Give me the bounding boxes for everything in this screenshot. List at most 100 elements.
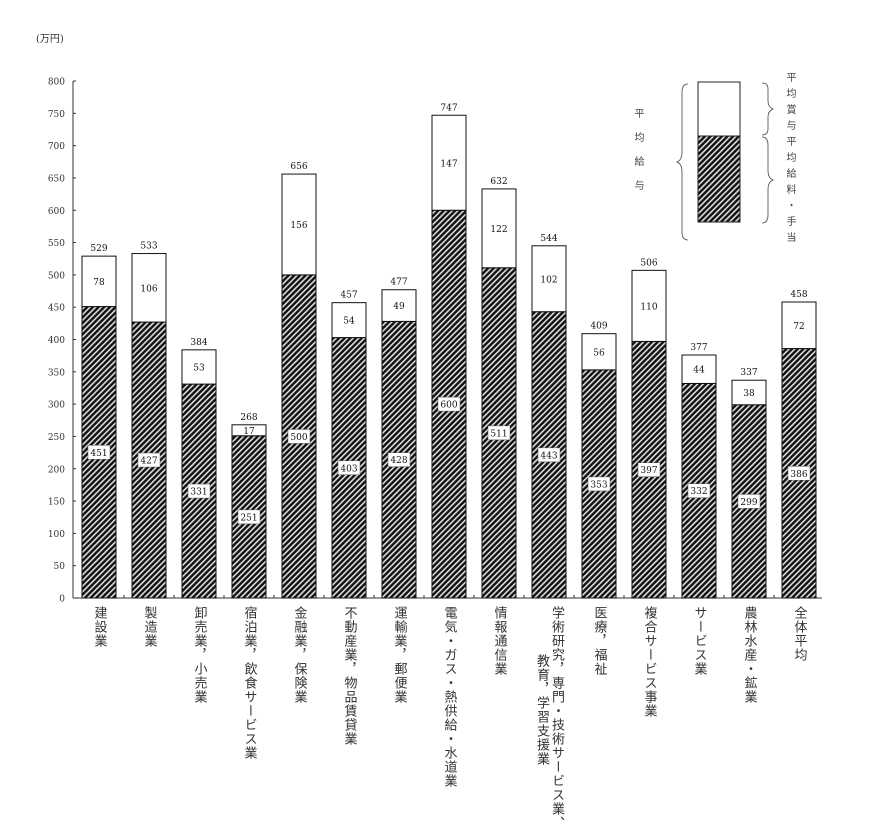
legend-bonus-swatch — [697, 81, 741, 137]
bonus-value-label: 54 — [343, 317, 355, 327]
bonus-value-label: 49 — [393, 302, 405, 312]
y-axis-unit: (万円) — [36, 34, 64, 45]
salary-value-label: 386 — [790, 470, 807, 480]
y-tick-label: 500 — [48, 271, 65, 281]
x-category-label: 金融業，保険業 — [292, 606, 307, 704]
y-tick-label: 350 — [48, 368, 65, 378]
bonus-value-label: 147 — [440, 159, 457, 169]
bar-bonus — [131, 253, 167, 323]
salary-value-label: 428 — [390, 456, 407, 466]
bonus-value-label: 53 — [193, 363, 205, 373]
y-tick-label: 550 — [48, 239, 65, 249]
x-category-label: 製造業 — [142, 606, 157, 648]
x-category-label-line: 教育，学習支援業 — [534, 654, 549, 766]
total-value-label: 409 — [590, 322, 607, 332]
legend-bonus-brace — [761, 82, 775, 136]
bonus-value-label: 102 — [540, 275, 557, 285]
x-category-label-line: 運輸業，郵便業 — [391, 606, 407, 704]
salary-value-label: 500 — [290, 433, 307, 443]
total-value-label: 529 — [90, 244, 107, 254]
legend — [675, 81, 775, 241]
salary-label-box — [387, 452, 411, 467]
salary-value-label: 451 — [90, 449, 107, 459]
salary-value-label: 403 — [340, 464, 357, 474]
bonus-value-label: 38 — [743, 389, 755, 399]
total-value-label: 533 — [140, 242, 157, 252]
bonus-value-label: 44 — [693, 366, 705, 376]
salary-label-box — [637, 462, 661, 477]
x-category-label-line: 建設業 — [91, 606, 107, 648]
total-value-label: 457 — [340, 291, 357, 301]
x-category-label: 不動産業，物品賃貸業 — [342, 606, 357, 746]
x-category-label: 建設業 — [92, 606, 107, 648]
y-tick-label: 450 — [48, 304, 65, 314]
salary-label-box — [537, 447, 561, 463]
total-value-label: 656 — [290, 162, 307, 172]
salary-label-box — [237, 509, 261, 525]
bar-bonus — [581, 333, 617, 371]
salary-value-label: 331 — [190, 488, 207, 498]
x-category-label-line: 学術研究，専門・技術サービス業、 — [549, 606, 564, 830]
x-category-label-line: 医療，福祉 — [591, 606, 607, 676]
salary-value-label: 427 — [140, 457, 157, 467]
legend-salary-label: 平均給料・手当 — [784, 136, 795, 248]
y-tick-label: 100 — [48, 530, 65, 540]
bonus-value-label: 156 — [290, 221, 307, 231]
bonus-value-label: 78 — [93, 278, 105, 288]
salary-value-label: 251 — [240, 513, 257, 523]
x-category-label-line: サービス業 — [691, 606, 707, 676]
bar-bonus — [431, 114, 467, 211]
salary-value-label: 511 — [490, 429, 507, 439]
salary-label-box — [487, 425, 511, 441]
x-category-label: サービス業 — [692, 606, 707, 676]
x-category-label: 学術研究，専門・技術サービス業、 教育，学習支援業 — [534, 606, 564, 830]
x-category-label: 卸売業，小売業 — [192, 606, 207, 704]
x-category-label-line: 金融業，保険業 — [291, 606, 307, 704]
x-category-label-line: 電気・ガス・熱供給・水道業 — [441, 606, 457, 788]
bonus-value-label: 106 — [140, 284, 157, 294]
x-category-label: 農林水産・鉱業 — [742, 606, 757, 704]
y-tick-label: 400 — [48, 336, 65, 346]
total-value-label: 506 — [640, 258, 657, 268]
total-value-label: 458 — [790, 290, 807, 300]
salary-label-box — [737, 494, 761, 509]
bar-bonus — [631, 269, 667, 342]
x-category-label: 医療，福祉 — [592, 606, 607, 676]
y-tick-label: 250 — [48, 433, 65, 443]
bar-bonus — [81, 255, 117, 308]
x-category-label-line: 農林水産・鉱業 — [741, 606, 757, 704]
x-category-label: 複合サービス事業 — [642, 606, 657, 718]
y-tick-label: 150 — [48, 498, 65, 508]
legend-total-label: 平均給与 — [632, 108, 643, 204]
y-tick-label: 300 — [48, 401, 65, 411]
bonus-value-label: 72 — [793, 322, 804, 332]
y-tick-label: 750 — [48, 110, 65, 120]
x-category-label-line: 全体平均 — [791, 606, 807, 662]
x-category-label-line: 情報通信業 — [491, 606, 507, 676]
total-value-label: 477 — [390, 278, 407, 288]
y-tick-label: 50 — [54, 562, 66, 572]
salary-label-box — [587, 476, 611, 492]
salary-label-box — [287, 429, 311, 444]
salary-value-label: 353 — [590, 480, 607, 490]
bar-bonus — [281, 173, 317, 276]
salary-label-box — [687, 483, 711, 498]
total-value-label: 384 — [190, 338, 207, 348]
salary-label-box — [437, 396, 461, 412]
total-value-label: 337 — [740, 368, 757, 378]
bonus-value-label: 56 — [593, 348, 605, 358]
bar-bonus — [381, 289, 417, 322]
salary-label-box — [137, 452, 161, 468]
x-category-label-line: 宿泊業，飲食サービス業 — [241, 606, 257, 760]
salary-value-label: 600 — [440, 401, 457, 411]
total-value-label: 632 — [490, 177, 507, 187]
total-value-label: 747 — [440, 103, 457, 113]
bonus-value-label: 17 — [243, 427, 255, 437]
bar-bonus — [531, 245, 567, 313]
salary-label-box — [787, 466, 811, 481]
legend-salary-swatch — [697, 135, 741, 223]
salary-value-label: 332 — [690, 487, 707, 497]
bar-bonus — [231, 424, 267, 437]
x-category-label-line: 複合サービス事業 — [641, 606, 657, 718]
y-tick-label: 650 — [48, 174, 65, 184]
